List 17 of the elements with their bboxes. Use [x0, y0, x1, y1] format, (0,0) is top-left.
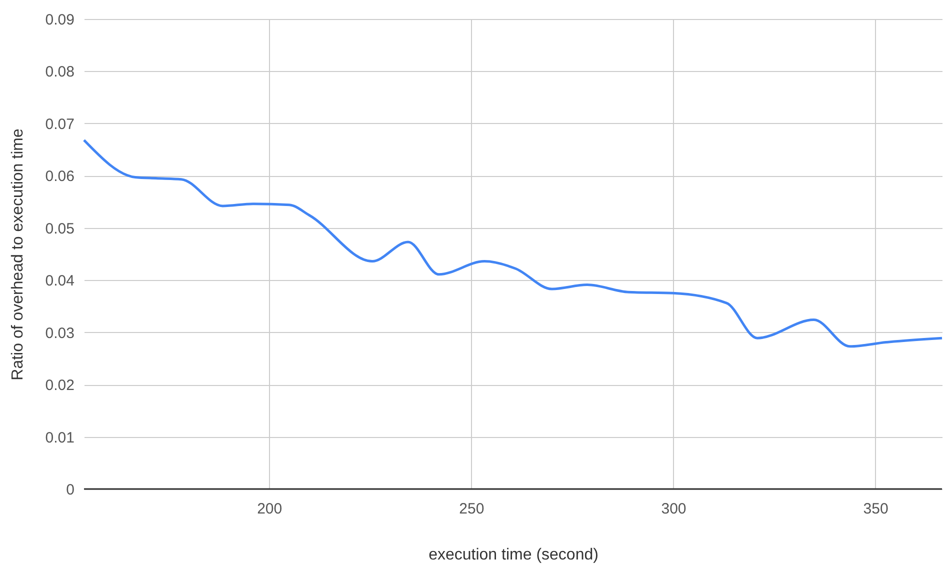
y-axis-title: Ratio of overhead to execution time	[9, 128, 26, 380]
y-tick-label: 0.09	[45, 12, 74, 28]
y-tick-label: 0.07	[45, 116, 74, 133]
x-tick-label: 300	[661, 500, 686, 518]
y-tick-label: 0.02	[45, 377, 74, 394]
y-tick-label: 0.06	[45, 168, 74, 186]
y-tick-label: 0.08	[45, 64, 74, 81]
x-tick-label: 350	[863, 500, 888, 518]
x-tick-label: 200	[257, 500, 282, 518]
x-axis-title: execution time (second)	[428, 546, 598, 564]
y-tick-label: 0.03	[45, 324, 74, 342]
y-tick-label: 0.04	[45, 272, 74, 290]
y-tick-label: 0	[66, 482, 74, 498]
y-tick-label: 0.01	[45, 429, 74, 446]
line-series	[82, 138, 944, 348]
y-tick-label: 0.05	[45, 220, 74, 238]
x-tick-label: 250	[459, 500, 484, 518]
